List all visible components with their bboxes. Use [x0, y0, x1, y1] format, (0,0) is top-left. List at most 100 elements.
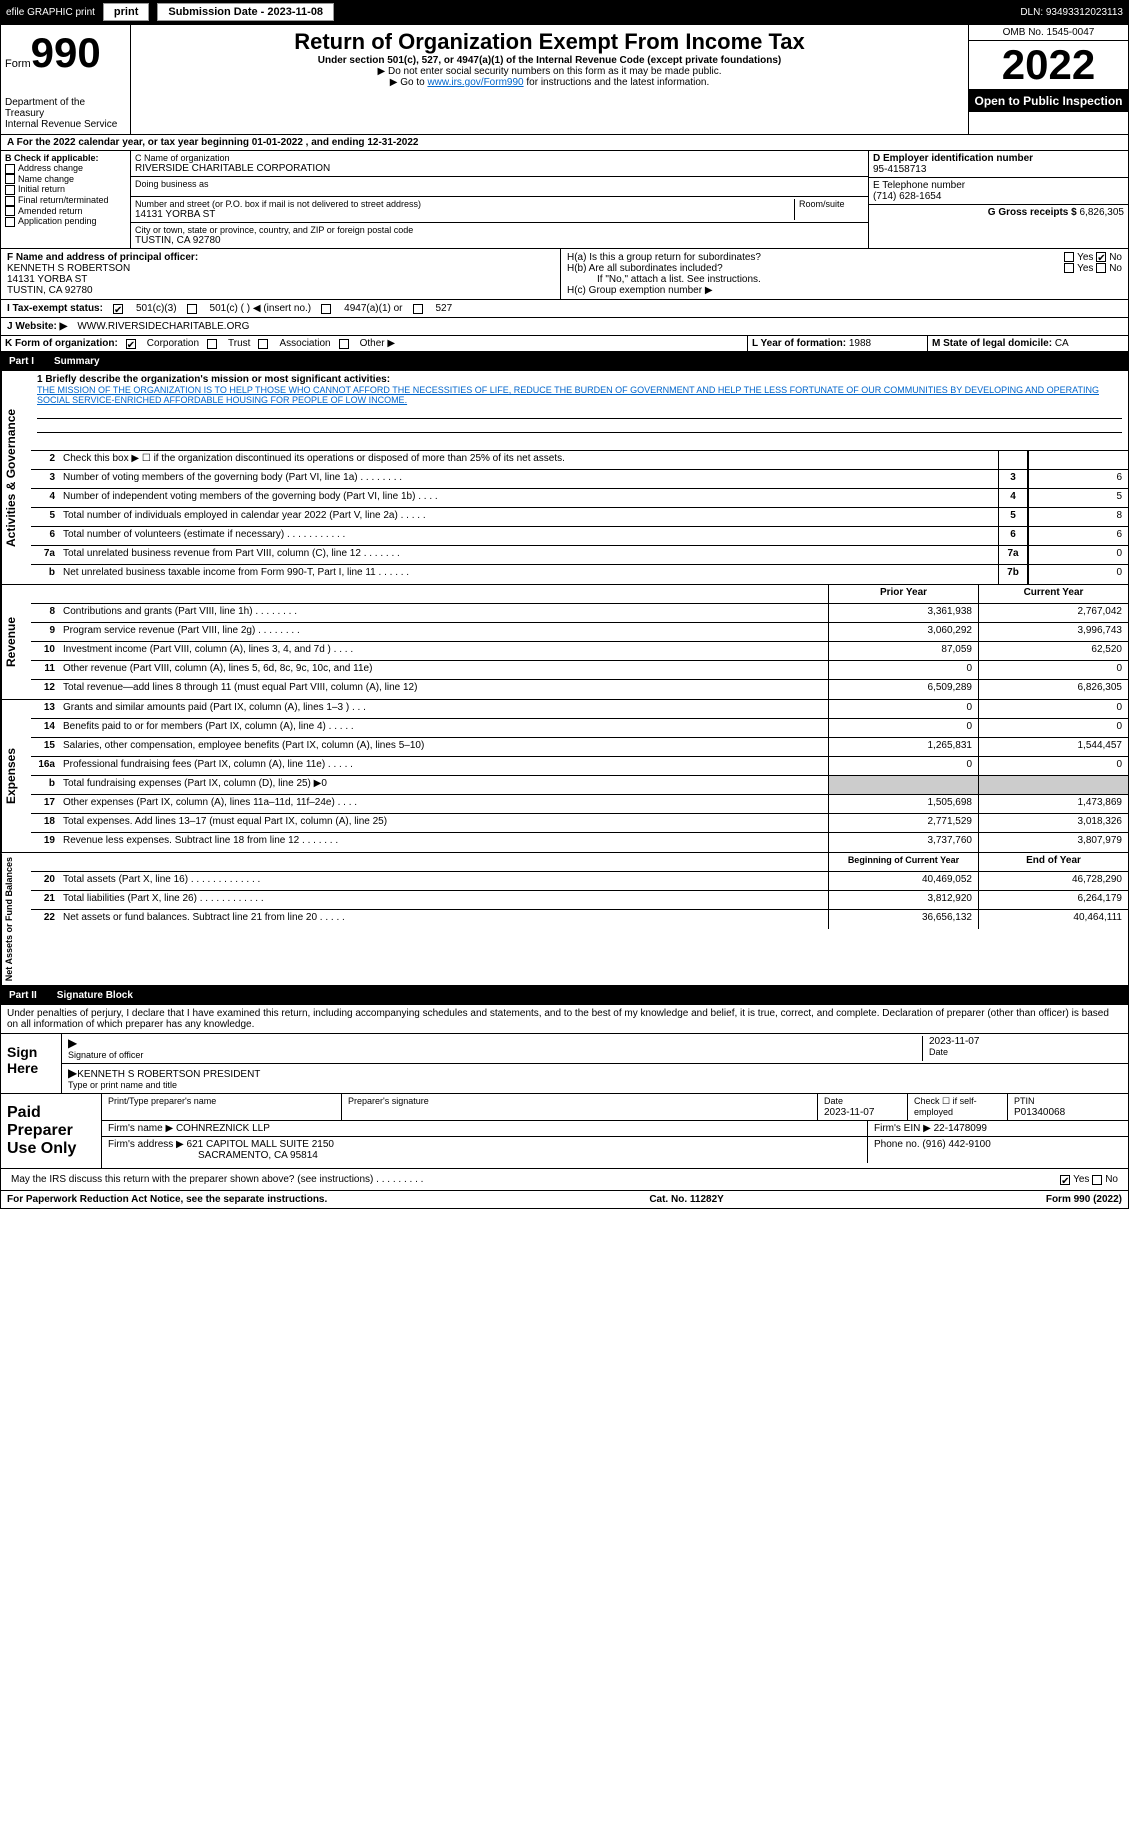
city-label: City or town, state or province, country… [135, 225, 864, 235]
discuss-row: May the IRS discuss this return with the… [0, 1169, 1129, 1191]
chk-ha-no[interactable] [1096, 252, 1106, 262]
subtitle-2: ▶ Do not enter social security numbers o… [139, 66, 960, 77]
chk-amended[interactable] [5, 206, 15, 216]
omb-number: OMB No. 1545-0047 [969, 25, 1128, 41]
org-name: RIVERSIDE CHARITABLE CORPORATION [135, 163, 864, 174]
vlabel-net: Net Assets or Fund Balances [1, 853, 31, 985]
chk-initial[interactable] [5, 185, 15, 195]
phone: (714) 628-1654 [873, 191, 1124, 202]
cat-no: Cat. No. 11282Y [649, 1194, 723, 1205]
part1-header: Part I Summary [0, 352, 1129, 371]
line-i: I Tax-exempt status: 501(c)(3) 501(c) ( … [0, 300, 1129, 318]
goto-prefix: ▶ Go to [390, 77, 428, 88]
officer-name: KENNETH S ROBERTSON [7, 263, 554, 274]
submission-date: Submission Date - 2023-11-08 [157, 3, 334, 21]
top-bar: efile GRAPHIC print print Submission Dat… [0, 0, 1129, 24]
chk-assoc[interactable] [258, 339, 268, 349]
form-header: Form990 Department of the Treasury Inter… [0, 24, 1129, 135]
k-label: K Form of organization: [5, 338, 118, 349]
addr-label: Number and street (or P.O. box if mail i… [135, 199, 794, 209]
chk-final[interactable] [5, 196, 15, 206]
year-formed: 1988 [849, 338, 871, 349]
inspection-label: Open to Public Inspection [969, 90, 1128, 112]
chk-pending[interactable] [5, 217, 15, 227]
governance-section: Activities & Governance 1 Briefly descri… [0, 371, 1129, 585]
irs-label: Internal Revenue Service [5, 119, 126, 130]
hb-label: H(b) Are all subordinates included? [567, 263, 723, 274]
dba-label: Doing business as [135, 179, 864, 189]
chk-hb-yes[interactable] [1064, 263, 1074, 273]
hc-label: H(c) Group exemption number ▶ [567, 285, 1122, 296]
efile-label: efile GRAPHIC print [6, 7, 95, 18]
chk-corp[interactable] [126, 339, 136, 349]
prep-sig-hdr: Preparer's signature [342, 1094, 818, 1120]
e-label: E Telephone number [873, 180, 1124, 191]
line-a: A For the 2022 calendar year, or tax yea… [0, 135, 1129, 151]
hdr-curr: Current Year [978, 585, 1128, 603]
line-klm: K Form of organization: Corporation Trus… [0, 336, 1129, 352]
self-emp-hdr: Check ☐ if self-employed [908, 1094, 1008, 1120]
form-word: Form [5, 58, 31, 70]
city-state-zip: TUSTIN, CA 92780 [135, 235, 864, 246]
part2-title: Signature Block [57, 990, 133, 1001]
officer-print-name: KENNETH S ROBERTSON PRESIDENT [77, 1069, 260, 1080]
hb-note: If "No," attach a list. See instructions… [567, 274, 1122, 285]
form-ref: Form 990 (2022) [1046, 1194, 1122, 1205]
d-label: D Employer identification number [873, 153, 1124, 164]
paid-preparer-block: PaidPreparerUse Only Print/Type preparer… [0, 1094, 1129, 1169]
chk-501c3[interactable] [113, 304, 123, 314]
chk-discuss-yes[interactable] [1060, 1175, 1070, 1185]
room-label: Room/suite [799, 199, 864, 209]
chk-4947[interactable] [321, 304, 331, 314]
irs-link[interactable]: www.irs.gov/Form990 [427, 77, 523, 88]
chk-discuss-no[interactable] [1092, 1175, 1102, 1185]
form-title: Return of Organization Exempt From Incom… [139, 29, 960, 55]
chk-501c[interactable] [187, 304, 197, 314]
g-label: G Gross receipts $ [988, 207, 1077, 218]
form-number: 990 [31, 29, 101, 76]
mission-label: 1 Briefly describe the organization's mi… [37, 374, 1122, 385]
netassets-section: Net Assets or Fund Balances Beginning of… [0, 853, 1129, 986]
i-label: I Tax-exempt status: [7, 303, 103, 314]
prep-name-hdr: Print/Type preparer's name [102, 1094, 342, 1120]
ha-label: H(a) Is this a group return for subordin… [567, 252, 761, 263]
prep-date: 2023-11-07 [824, 1107, 874, 1118]
vlabel-gov: Activities & Governance [1, 371, 31, 584]
chk-hb-no[interactable] [1096, 263, 1106, 273]
footer: For Paperwork Reduction Act Notice, see … [0, 1191, 1129, 1209]
tax-year: 2022 [969, 41, 1128, 90]
revenue-section: Revenue Prior YearCurrent Year 8Contribu… [0, 585, 1129, 700]
j-label: J Website: ▶ [7, 321, 67, 332]
domicile-state: CA [1055, 338, 1069, 349]
chk-trust[interactable] [207, 339, 217, 349]
ptin: P01340068 [1014, 1107, 1065, 1118]
chk-other[interactable] [339, 339, 349, 349]
chk-name[interactable] [5, 174, 15, 184]
block-bcdeg: B Check if applicable: Address change Na… [0, 151, 1129, 249]
chk-ha-yes[interactable] [1064, 252, 1074, 262]
paperwork-notice: For Paperwork Reduction Act Notice, see … [7, 1194, 327, 1205]
dept-label: Department of the Treasury [5, 97, 126, 119]
sig-officer-label: Signature of officer [68, 1050, 143, 1060]
sig-date: 2023-11-07 [929, 1036, 979, 1047]
hdr-end: End of Year [978, 853, 1128, 871]
officer-addr2: TUSTIN, CA 92780 [7, 285, 554, 296]
print-button[interactable]: print [103, 3, 149, 21]
gross-receipts: 6,826,305 [1080, 207, 1125, 218]
firm-ein: 22-1478099 [934, 1123, 987, 1134]
vlabel-rev: Revenue [1, 585, 31, 699]
firm-phone: (916) 442-9100 [922, 1139, 990, 1150]
firm-name: COHNREZNICK LLP [176, 1123, 270, 1134]
firm-addr2: SACRAMENTO, CA 95814 [108, 1150, 318, 1161]
part1-title: Summary [54, 356, 100, 367]
ein: 95-4158713 [873, 164, 1124, 175]
street-address: 14131 YORBA ST [135, 209, 794, 220]
part1-num: Part I [9, 356, 34, 367]
mission-text: THE MISSION OF THE ORGANIZATION IS TO HE… [37, 385, 1122, 405]
chk-address[interactable] [5, 164, 15, 174]
part2-header: Part II Signature Block [0, 986, 1129, 1005]
hdr-begin: Beginning of Current Year [828, 853, 978, 871]
discuss-question: May the IRS discuss this return with the… [7, 1172, 1056, 1187]
chk-527[interactable] [413, 304, 423, 314]
c-name-label: C Name of organization [135, 153, 864, 163]
